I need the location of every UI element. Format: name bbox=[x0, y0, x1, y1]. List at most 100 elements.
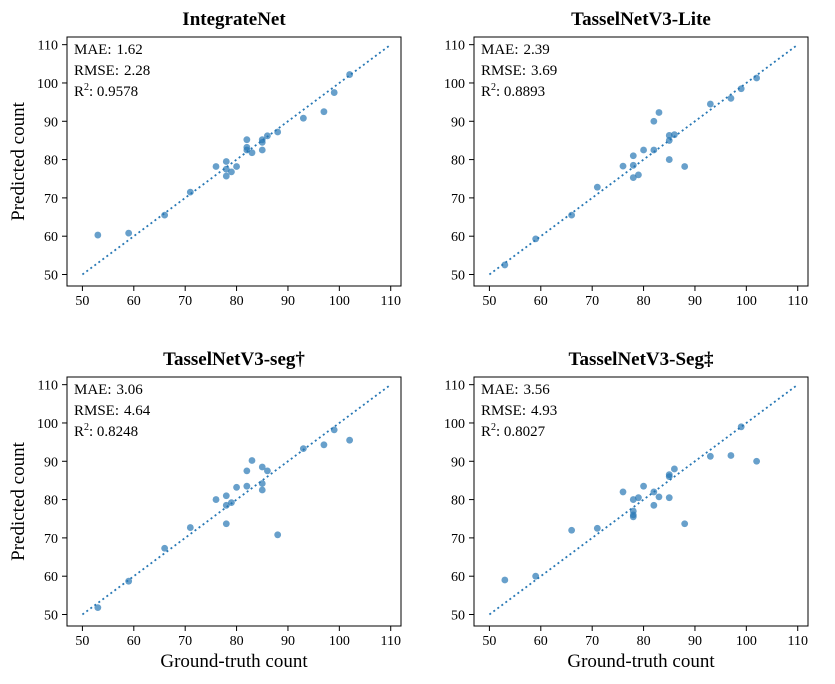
data-point bbox=[243, 136, 251, 144]
metric-text: RMSE: 4.64 bbox=[74, 403, 151, 419]
data-point bbox=[161, 544, 169, 552]
metric-text: RMSE: 4.93 bbox=[481, 403, 557, 419]
data-point bbox=[655, 493, 663, 501]
y-tick-label: 90 bbox=[44, 455, 58, 470]
data-point bbox=[243, 467, 251, 475]
data-point bbox=[258, 136, 266, 144]
x-tick-label: 100 bbox=[329, 634, 350, 649]
metric-value: 3.56 bbox=[524, 382, 551, 398]
y-tick-label: 100 bbox=[37, 417, 58, 432]
data-point bbox=[681, 520, 689, 528]
x-tick-label: 50 bbox=[75, 294, 89, 309]
identity-line bbox=[81, 43, 392, 276]
data-point bbox=[671, 131, 678, 139]
scatter-panel-2: TasselNetV3-Lite 50 60 70 80 90 100 110 50 60 70 80… bbox=[444, 9, 809, 309]
y-tick-label: 60 bbox=[44, 570, 58, 585]
data-point bbox=[320, 441, 328, 449]
y-tick-label: 70 bbox=[451, 532, 465, 547]
x-tick-label: 90 bbox=[281, 294, 295, 309]
data-point bbox=[222, 158, 230, 165]
data-point bbox=[706, 100, 714, 108]
y-tick-label: 110 bbox=[445, 39, 465, 54]
data-point bbox=[753, 457, 761, 465]
data-point bbox=[671, 465, 678, 473]
x-tick-label: 90 bbox=[688, 294, 702, 309]
data-point bbox=[593, 183, 601, 191]
metric-value: : 0.8027 bbox=[496, 424, 546, 440]
data-point bbox=[650, 488, 658, 496]
data-point bbox=[258, 480, 266, 487]
x-tick-label: 60 bbox=[127, 634, 141, 649]
plot-frame bbox=[473, 36, 809, 287]
y-tick-label: 90 bbox=[451, 115, 465, 130]
data-point bbox=[222, 165, 230, 173]
scatter-panel-1: IntegrateNet 50 60 70 80 90 100 110 50 60 70 80 90 10… bbox=[8, 9, 402, 309]
x-tick-label: 70 bbox=[585, 294, 599, 309]
y-tick-label: 80 bbox=[451, 494, 465, 509]
metric-text: MAE: 2.39 bbox=[481, 42, 550, 58]
data-point bbox=[629, 174, 637, 181]
identity-line bbox=[488, 43, 799, 276]
data-point bbox=[243, 482, 251, 490]
x-tick-label: 50 bbox=[75, 634, 89, 649]
data-point bbox=[681, 163, 689, 170]
metric-value: 1.62 bbox=[117, 42, 143, 58]
data-point bbox=[650, 146, 658, 154]
data-point bbox=[125, 577, 133, 585]
data-point bbox=[299, 445, 307, 453]
x-tick-label: 80 bbox=[637, 294, 651, 309]
data-point bbox=[665, 473, 673, 480]
y-tick-label: 90 bbox=[451, 455, 465, 470]
y-tick-label: 50 bbox=[44, 269, 58, 284]
data-point bbox=[258, 146, 266, 154]
data-point bbox=[228, 499, 235, 507]
metric-text: MAE: 1.62 bbox=[74, 42, 143, 58]
data-point bbox=[568, 526, 576, 534]
data-point bbox=[330, 426, 338, 434]
metric-text: RMSE: 3.69 bbox=[481, 63, 557, 79]
data-point bbox=[94, 231, 102, 239]
metric-value: 2.28 bbox=[124, 63, 150, 79]
y-axis-label: Predicted count bbox=[8, 101, 29, 220]
x-tick-label: 60 bbox=[127, 294, 141, 309]
x-tick-label: 80 bbox=[230, 294, 244, 309]
panel-title: TasselNetV3-Lite bbox=[571, 9, 711, 30]
data-point bbox=[228, 168, 235, 176]
data-point bbox=[258, 486, 266, 494]
metric-text: R2: 0.8248 bbox=[74, 422, 138, 440]
metric-superscript: 2 bbox=[491, 82, 496, 93]
y-tick-label: 80 bbox=[451, 154, 465, 169]
data-point bbox=[665, 132, 673, 139]
metric-label: R bbox=[481, 84, 491, 100]
x-tick-label: 110 bbox=[380, 294, 400, 309]
data-point bbox=[125, 229, 133, 237]
data-point bbox=[737, 423, 745, 431]
data-point bbox=[501, 261, 509, 269]
y-tick-label: 100 bbox=[444, 417, 465, 432]
plot-frame bbox=[66, 36, 402, 287]
x-tick-label: 110 bbox=[380, 634, 400, 649]
scatter-panel-4: TasselNetV3-Seg‡ 50 60 70 80 90 100 110 50 60 70 80… bbox=[444, 349, 809, 672]
metric-value: : 0.8893 bbox=[496, 84, 545, 100]
y-tick-label: 60 bbox=[44, 230, 58, 245]
metric-value: 3.69 bbox=[531, 63, 557, 79]
data-point bbox=[593, 524, 601, 532]
y-tick-label: 70 bbox=[44, 532, 58, 547]
y-tick-label: 110 bbox=[445, 379, 465, 394]
data-point bbox=[248, 457, 256, 464]
panel-title: TasselNetV3-seg† bbox=[163, 349, 305, 370]
metric-value: : 0.8248 bbox=[89, 424, 138, 440]
metric-label: RMSE: bbox=[481, 403, 526, 419]
metric-label: MAE: bbox=[481, 382, 519, 398]
metric-value: 2.39 bbox=[524, 42, 550, 58]
data-point bbox=[619, 488, 627, 496]
data-point bbox=[161, 211, 169, 219]
data-point bbox=[222, 520, 230, 528]
metric-text: R2: 0.8893 bbox=[481, 82, 545, 100]
data-point bbox=[248, 149, 256, 157]
data-point bbox=[640, 146, 647, 154]
y-tick-label: 110 bbox=[38, 379, 58, 394]
metric-superscript: 2 bbox=[491, 422, 496, 433]
scatter-panel-3: TasselNetV3-seg† 50 60 70 80 90 100 110 50 60 70 80… bbox=[8, 349, 402, 672]
